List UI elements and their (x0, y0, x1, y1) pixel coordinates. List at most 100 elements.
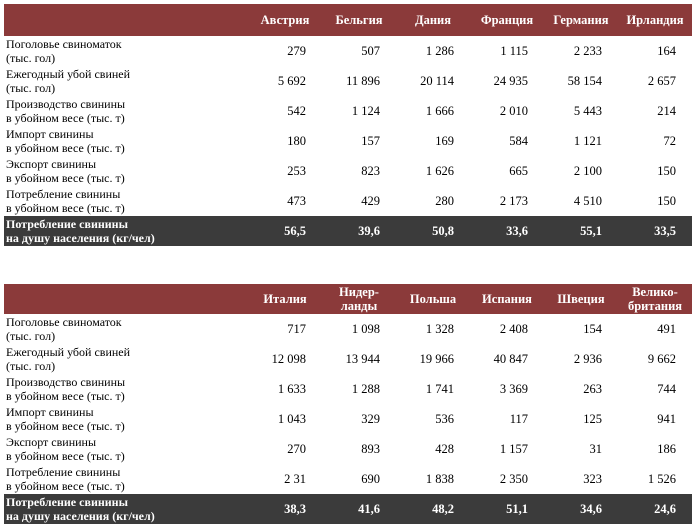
table-row: Потребление свинины в убойном весе (тыс.… (4, 186, 692, 216)
row-label: Экспорт свинины в убойном весе (тыс. т) (6, 157, 125, 185)
row-label: Поголовье свиноматок (тыс. гол) (6, 315, 122, 343)
cell-value: 1 043 (277, 411, 306, 426)
cell-value: 1 157 (499, 441, 528, 456)
cell-value: 1 666 (425, 103, 454, 118)
country-header: Ирландия (626, 13, 684, 27)
country-header: Велико- британия (627, 285, 683, 313)
total-row-label: Потребление свинины на душу населения (к… (6, 495, 155, 523)
cell-value: 941 (657, 411, 676, 426)
total-value: 56,5 (284, 223, 306, 238)
cell-value: 9 662 (647, 351, 676, 366)
cell-value: 150 (657, 163, 676, 178)
cell-value: 31 (589, 441, 603, 456)
cell-value: 2 350 (499, 471, 528, 486)
cell-value: 1 633 (277, 381, 306, 396)
country-header: Франция (480, 13, 534, 27)
cell-value: 2 173 (499, 193, 528, 208)
table-row: Ежегодный убой свиней (тыс. гол) 5 692 1… (4, 66, 692, 96)
row-label: Производство свинины в убойном весе (тыс… (6, 375, 126, 403)
table-row: Поголовье свиноматок (тыс. гол) 717 1 09… (4, 314, 692, 344)
table-row: Импорт свинины в убойном весе (тыс. т) 1… (4, 126, 692, 156)
country-header: Австрия (260, 13, 310, 27)
cell-value: 491 (657, 321, 676, 336)
row-label: Экспорт свинины в убойном весе (тыс. т) (6, 435, 125, 463)
table-header-row: Италия Нидер- ланды Польша Испания Швеци… (4, 284, 692, 314)
cell-value: 253 (287, 163, 306, 178)
cell-value: 5 692 (277, 73, 306, 88)
total-value: 33,6 (506, 223, 528, 238)
cell-value: 20 114 (420, 73, 454, 88)
cell-value: 744 (657, 381, 676, 396)
total-row-label: Потребление свинины на душу населения (к… (6, 217, 155, 245)
table-row: Поголовье свиноматок (тыс. гол) 279 507 … (4, 36, 692, 66)
table-header-row: Австрия Бельгия Дания Франция Германия И… (4, 4, 692, 36)
row-label: Ежегодный убой свиней (тыс. гол) (6, 67, 131, 95)
cell-value: 893 (361, 441, 380, 456)
cell-value: 279 (287, 43, 306, 58)
cell-value: 4 510 (573, 193, 602, 208)
cell-value: 125 (583, 411, 602, 426)
total-row: Потребление свинины на душу населения (к… (4, 494, 692, 524)
cell-value: 473 (287, 193, 306, 208)
table-row: Ежегодный убой свиней (тыс. гол) 12 098 … (4, 344, 692, 374)
total-value: 51,1 (506, 501, 528, 516)
cell-value: 117 (509, 411, 528, 426)
cell-value: 150 (657, 193, 676, 208)
table-row: Производство свинины в убойном весе (тыс… (4, 374, 692, 404)
cell-value: 270 (287, 441, 306, 456)
cell-value: 169 (435, 133, 454, 148)
cell-value: 154 (583, 321, 602, 336)
table-row: Экспорт свинины в убойном весе (тыс. т) … (4, 156, 692, 186)
table-row: Потребление свинины в убойном весе (тыс.… (4, 464, 692, 494)
cell-value: 507 (361, 43, 380, 58)
cell-value: 2 100 (573, 163, 602, 178)
cell-value: 584 (509, 133, 528, 148)
total-value: 50,8 (432, 223, 454, 238)
cell-value: 2 657 (647, 73, 676, 88)
header-corner-cell (4, 284, 248, 314)
cell-value: 1 288 (351, 381, 380, 396)
row-label: Производство свинины в убойном весе (тыс… (6, 97, 126, 125)
cell-value: 1 838 (425, 471, 454, 486)
cell-value: 180 (287, 133, 306, 148)
cell-value: 429 (361, 193, 380, 208)
cell-value: 72 (663, 133, 677, 148)
cell-value: 2 408 (499, 321, 528, 336)
country-header: Бельгия (335, 13, 383, 27)
cell-value: 717 (287, 321, 306, 336)
cell-value: 24 935 (493, 73, 528, 88)
cell-value: 263 (583, 381, 602, 396)
total-value: 38,3 (284, 501, 306, 516)
cell-value: 329 (361, 411, 380, 426)
cell-value: 1 098 (351, 321, 380, 336)
table-row: Экспорт свинины в убойном весе (тыс. т) … (4, 434, 692, 464)
cell-value: 2 233 (573, 43, 602, 58)
country-header: Дания (414, 13, 452, 27)
cell-value: 186 (657, 441, 676, 456)
cell-value: 40 847 (493, 351, 528, 366)
row-label: Потребление свинины в убойном весе (тыс.… (6, 187, 125, 215)
header-corner-cell (4, 4, 248, 36)
cell-value: 58 154 (567, 73, 602, 88)
row-label: Импорт свинины в убойном весе (тыс. т) (6, 405, 125, 433)
cell-value: 11 896 (346, 73, 380, 88)
row-label: Импорт свинины в убойном весе (тыс. т) (6, 127, 125, 155)
table-row: Импорт свинины в убойном весе (тыс. т) 1… (4, 404, 692, 434)
cell-value: 690 (361, 471, 380, 486)
cell-value: 536 (435, 411, 454, 426)
cell-value: 542 (287, 103, 306, 118)
cell-value: 1 124 (351, 103, 380, 118)
cell-value: 1 286 (425, 43, 454, 58)
total-row: Потребление свинины на душу населения (к… (4, 216, 692, 246)
country-header: Нидер- ланды (339, 285, 379, 313)
pork-stats-table-1: Австрия Бельгия Дания Франция Германия И… (4, 4, 692, 246)
cell-value: 157 (361, 133, 380, 148)
cell-value: 5 443 (573, 103, 602, 118)
pork-stats-table-2: Италия Нидер- ланды Польша Испания Швеци… (4, 284, 692, 524)
total-value: 39,6 (358, 223, 380, 238)
cell-value: 280 (435, 193, 454, 208)
cell-value: 1 526 (647, 471, 676, 486)
cell-value: 2 010 (499, 103, 528, 118)
total-value: 48,2 (432, 501, 454, 516)
total-value: 34,6 (580, 501, 602, 516)
